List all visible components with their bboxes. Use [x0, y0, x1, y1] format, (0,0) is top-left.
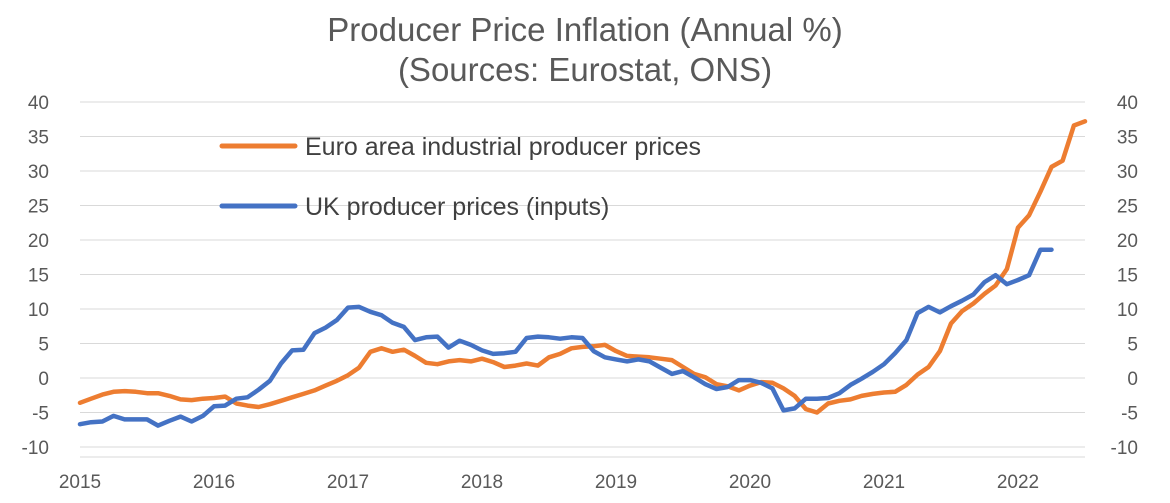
x-tick-label: 2020 [729, 472, 771, 493]
y-tick-label-left: -5 [32, 404, 49, 425]
y-tick-label-right: 35 [1117, 128, 1138, 149]
y-tick-label-left: 20 [28, 231, 49, 252]
y-tick-label-right: 30 [1117, 162, 1138, 183]
y-tick-label-left: 15 [28, 266, 49, 287]
y-tick-label-right: 15 [1117, 266, 1138, 287]
y-tick-label-left: 25 [28, 197, 49, 218]
x-tick-label: 2022 [997, 472, 1039, 493]
y-tick-label-right: 10 [1117, 300, 1138, 321]
y-tick-label-left: -10 [22, 438, 49, 459]
y-tick-label-right: 25 [1117, 197, 1138, 218]
y-tick-label-right: 5 [1127, 335, 1138, 356]
legend-label-euro: Euro area industrial producer prices [305, 133, 701, 161]
x-tick-label: 2019 [595, 472, 637, 493]
y-tick-label-right: 0 [1127, 369, 1138, 390]
y-tick-label-left: 40 [28, 93, 49, 114]
legend-label-uk: UK producer prices (inputs) [305, 193, 609, 221]
y-tick-label-right: 20 [1117, 231, 1138, 252]
y-tick-label-right: -10 [1111, 438, 1138, 459]
y-tick-label-left: 30 [28, 162, 49, 183]
euro-area-series-line [77, 119, 1088, 415]
x-tick-label: 2017 [327, 472, 369, 493]
x-tick-label: 2016 [193, 472, 235, 493]
y-tick-label-left: 35 [28, 128, 49, 149]
x-tick-label: 2018 [461, 472, 503, 493]
y-tick-label-left: 5 [38, 335, 49, 356]
chart-title: Producer Price Inflation (Annual %) [327, 11, 843, 48]
x-tick-label: 2021 [863, 472, 905, 493]
y-tick-label-right: 40 [1117, 93, 1138, 114]
x-tick-label: 2015 [59, 472, 101, 493]
chart-subtitle: (Sources: Eurostat, ONS) [397, 51, 773, 88]
y-tick-label-left: 0 [38, 369, 49, 390]
uk-series-line [77, 247, 1054, 428]
y-tick-label-left: 10 [28, 300, 49, 321]
y-tick-label-right: -5 [1121, 404, 1138, 425]
